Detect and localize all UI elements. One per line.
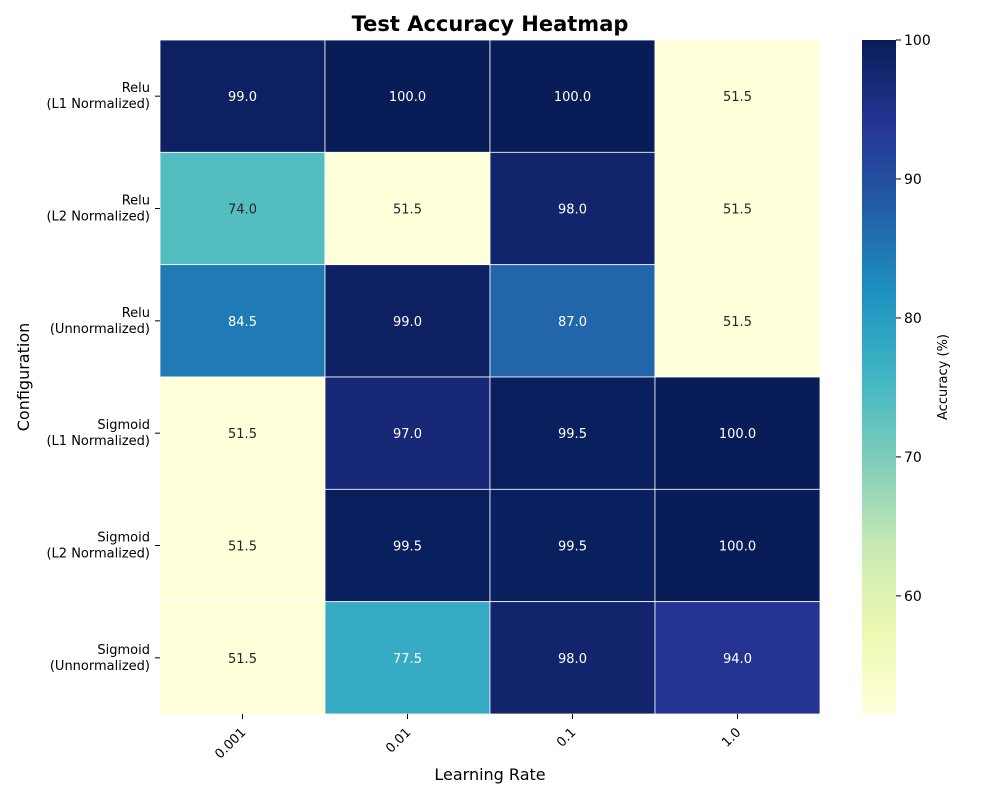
heatmap-cell [654,39,821,153]
y-axis-label: Configuration [14,323,33,432]
cell-value-label: 74.0 [228,203,257,218]
y-tick-label-line: (L1 Normalized) [46,434,150,449]
heatmap-cell [324,151,491,266]
cell-value-label: 98.0 [558,652,587,667]
y-tick-label: Sigmoid (L1 Normalized) [46,418,150,449]
y-tick-label-line: (Unnormalized) [50,322,150,337]
heatmap-cell [654,264,821,378]
heatmap-cell [324,264,491,378]
heatmap-cell [654,151,821,266]
cell-value-label: 51.5 [723,315,752,330]
colorbar-tick-label: 90 [904,172,922,188]
cell-value-label: 100.0 [389,90,426,105]
heatmap-cell [159,151,326,266]
heatmap-cell [489,376,656,490]
heatmap-cells: 99.0 100.0 100.0 51.5 74.0 51.5 98.0 51.5 84.5 99… [159,39,821,715]
y-tick-label-line: Relu [122,306,150,321]
cell-value-label: 100.0 [719,427,756,442]
cell-value-label: 94.0 [723,652,752,667]
cell-value-label: 99.5 [393,540,422,555]
heatmap-cell [324,488,491,603]
heatmap-cell [654,601,821,715]
cell-value-label: 99.5 [558,427,587,442]
heatmap-cell [324,376,491,490]
y-tick-label-line: Sigmoid [97,531,150,546]
chart-title: Test Accuracy Heatmap [352,12,629,36]
heatmap-cell [324,39,491,153]
y-tick-label-line: Sigmoid [97,418,150,433]
cell-value-label: 77.5 [393,652,422,667]
heatmap-cell [489,39,656,153]
colorbar-tick-label: 60 [904,589,922,605]
heatmap-cell [159,39,326,153]
heatmap-cell [654,488,821,603]
y-tick-label-line: (L2 Normalized) [46,547,150,562]
heatmap-cell [159,488,326,603]
cell-value-label: 51.5 [723,203,752,218]
cell-value-label: 100.0 [554,90,591,105]
y-tick-label: Relu (Unnormalized) [50,306,150,337]
colorbar-tick-label: 80 [904,311,922,327]
y-tick-label-line: (L1 Normalized) [46,97,150,112]
cell-value-label: 51.5 [228,540,257,555]
colorbar-label: Accuracy (%) [936,334,951,420]
cell-value-label: 51.5 [228,427,257,442]
x-tick-label: 0.01 [383,725,414,756]
cell-value-label: 99.5 [558,540,587,555]
y-tick-label-line: (L2 Normalized) [46,210,150,225]
y-tick-label-line: Relu [122,194,150,209]
x-tick-label: 0.001 [212,725,249,762]
y-tick-label-line: Sigmoid [97,643,150,658]
x-axis-label: Learning Rate [434,765,545,784]
colorbar-tick-label: 100 [904,33,931,49]
cell-value-label: 98.0 [558,203,587,218]
heatmap-cell [489,488,656,603]
y-tick-label: Relu (L1 Normalized) [46,81,150,112]
cell-value-label: 97.0 [393,427,422,442]
cell-value-label: 51.5 [228,652,257,667]
y-tick-label: Sigmoid (L2 Normalized) [46,531,150,562]
heatmap-cell [159,601,326,715]
colorbar-tick-label: 70 [904,450,922,466]
y-tick-label: Sigmoid (Unnormalized) [50,643,150,674]
heatmap-cell [324,601,491,715]
cell-value-label: 84.5 [228,315,257,330]
cell-value-label: 51.5 [723,90,752,105]
cell-value-label: 99.0 [228,90,257,105]
y-tick-label-line: Relu [122,81,150,96]
x-tick-label: 0.1 [554,725,579,750]
y-axis: Relu (L1 Normalized)Relu (L2 Normalized)Re… [46,81,160,674]
cell-value-label: 87.0 [558,315,587,330]
heatmap-cell [489,601,656,715]
cell-value-label: 99.0 [393,315,422,330]
x-axis: 0.001 0.01 0.1 1.0 [212,714,744,762]
y-tick-label: Relu (L2 Normalized) [46,194,150,225]
heatmap-cell [489,151,656,266]
cell-value-label: 100.0 [719,540,756,555]
cell-value-label: 51.5 [393,203,422,218]
colorbar: 60 70 80 90 100 Accuracy (%) [862,33,951,714]
heatmap-cell [654,376,821,490]
x-tick-label: 1.0 [719,725,744,750]
y-tick-label-line: (Unnormalized) [50,659,150,674]
heatmap-cell [159,376,326,490]
colorbar-bar [862,40,896,714]
